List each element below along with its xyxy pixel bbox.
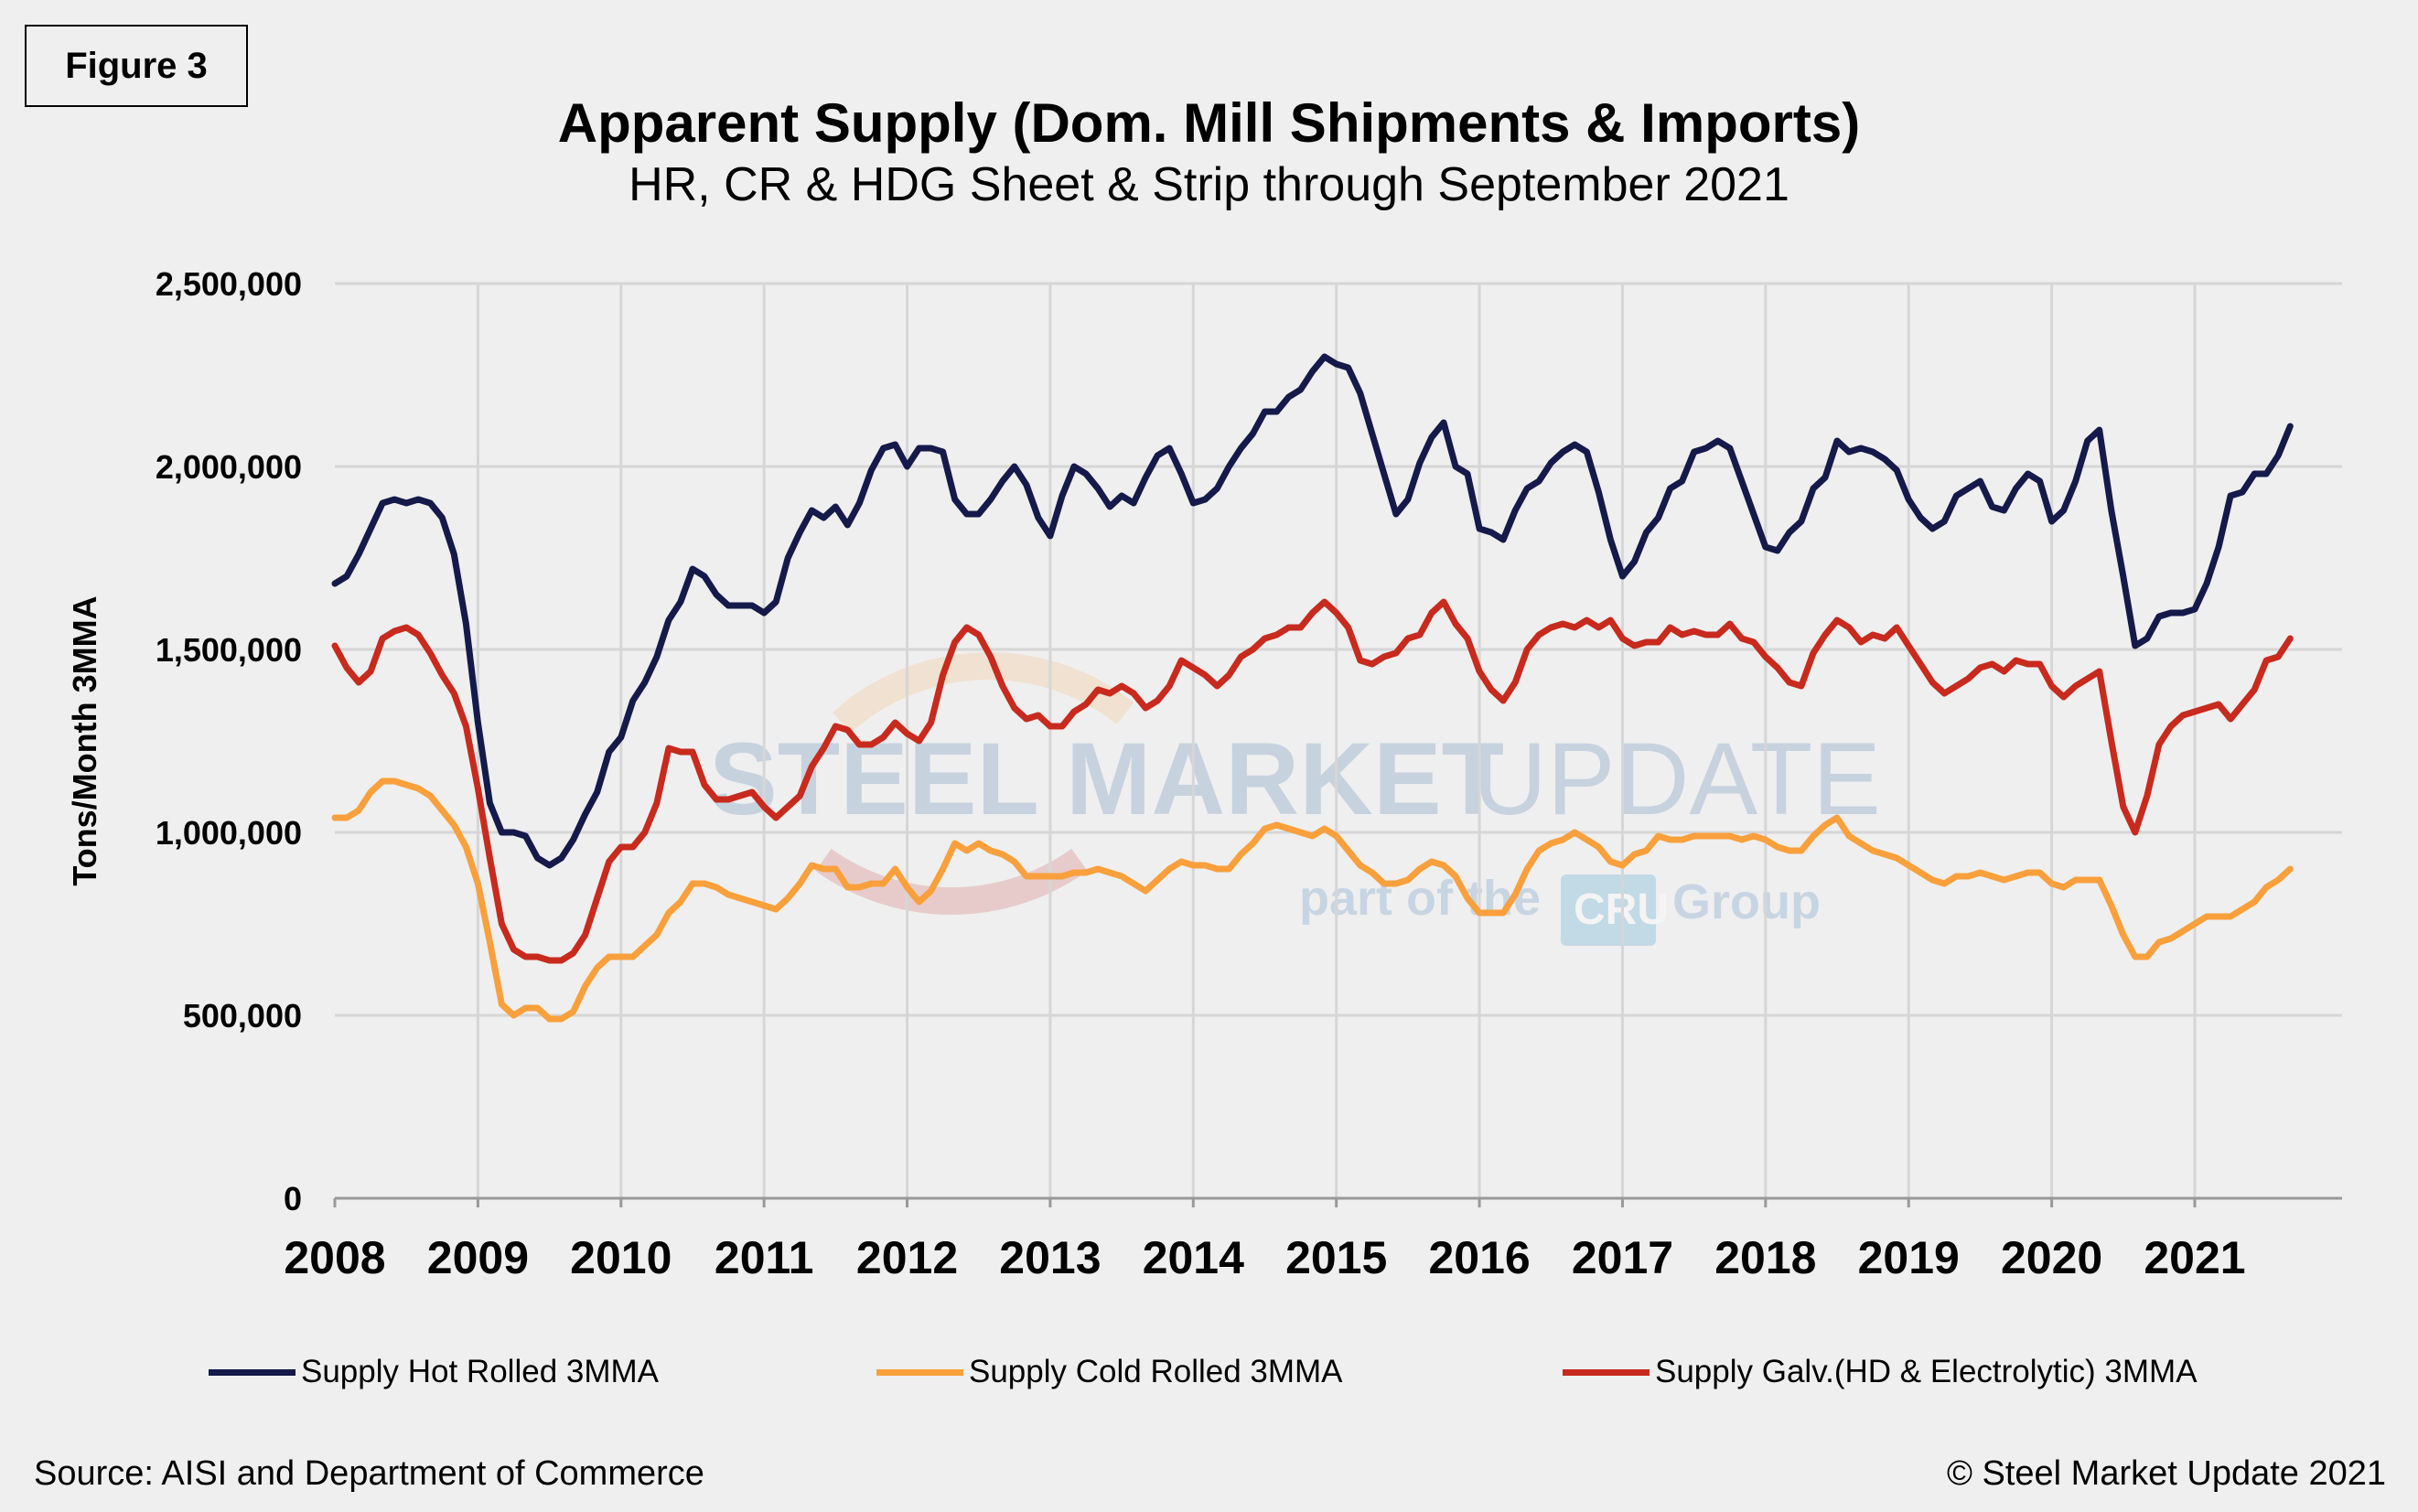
x-tick-label: 2014 — [1143, 1232, 1244, 1283]
x-tick-label: 2011 — [715, 1232, 813, 1283]
copyright-note: © Steel Market Update 2021 — [1946, 1454, 2386, 1493]
y-tick-label: 2,000,000 — [156, 448, 302, 486]
watermark-swoosh-icon — [832, 652, 1134, 734]
legend-label: Supply Cold Rolled 3MMA — [969, 1354, 1343, 1389]
source-note: Source: AISI and Department of Commerce — [34, 1454, 704, 1493]
series-line-cold-rolled — [331, 777, 2294, 1023]
x-tick-label: 2010 — [570, 1232, 672, 1283]
legend-item-cold-rolled: Supply Cold Rolled 3MMA — [876, 1354, 1343, 1390]
y-tick-label: 1,500,000 — [156, 631, 302, 669]
x-tick-label: 2016 — [1428, 1232, 1530, 1283]
legend-label: Supply Hot Rolled 3MMA — [301, 1354, 659, 1389]
y-tick-label: 500,000 — [183, 997, 302, 1035]
y-tick-label: 0 — [284, 1180, 302, 1217]
svg-text:UPDATE: UPDATE — [1473, 722, 1881, 836]
legend-swatch — [1563, 1368, 1650, 1376]
legend-item-hot-rolled: Supply Hot Rolled 3MMA — [209, 1354, 659, 1390]
x-tick-label: 2018 — [1714, 1232, 1816, 1283]
svg-text:part of the: part of the — [1299, 871, 1541, 926]
svg-text:Group: Group — [1672, 874, 1821, 929]
svg-text:STEEL MARKET: STEEL MARKET — [709, 722, 1504, 836]
legend-swatch — [209, 1368, 296, 1376]
series-line-hot-rolled — [331, 353, 2294, 869]
y-tick-label: 2,500,000 — [156, 265, 302, 303]
x-tick-label: 2012 — [856, 1232, 958, 1283]
watermark-swoosh-icon — [815, 848, 1088, 916]
x-tick-label: 2015 — [1285, 1232, 1387, 1283]
chart-title: Apparent Supply (Dom. Mill Shipments & I… — [557, 92, 1861, 154]
series-line-galv — [331, 598, 2294, 964]
x-tick-label: 2017 — [1572, 1232, 1673, 1283]
x-tick-label: 2008 — [284, 1232, 385, 1283]
legend: Supply Hot Rolled 3MMA Supply Cold Rolle… — [0, 1354, 2418, 1399]
legend-item-galv: Supply Galv.(HD & Electrolytic) 3MMA — [1563, 1354, 2198, 1390]
chart-subtitle: HR, CR & HDG Sheet & Strip through Septe… — [629, 158, 1789, 211]
watermark-logo: STEEL MARKET UPDATE part of the CRU Grou… — [709, 652, 1881, 946]
x-tick-label: 2009 — [427, 1232, 529, 1283]
x-tick-label: 2019 — [1858, 1232, 1960, 1283]
y-tick-label: 1,000,000 — [156, 814, 302, 852]
x-tick-label: 2013 — [999, 1232, 1101, 1283]
x-tick-label: 2020 — [2001, 1232, 2102, 1283]
x-tick-label: 2021 — [2144, 1232, 2245, 1283]
figure-label: Figure 3 — [25, 25, 248, 107]
legend-label: Supply Galv.(HD & Electrolytic) 3MMA — [1655, 1354, 2198, 1389]
legend-swatch — [876, 1368, 963, 1376]
